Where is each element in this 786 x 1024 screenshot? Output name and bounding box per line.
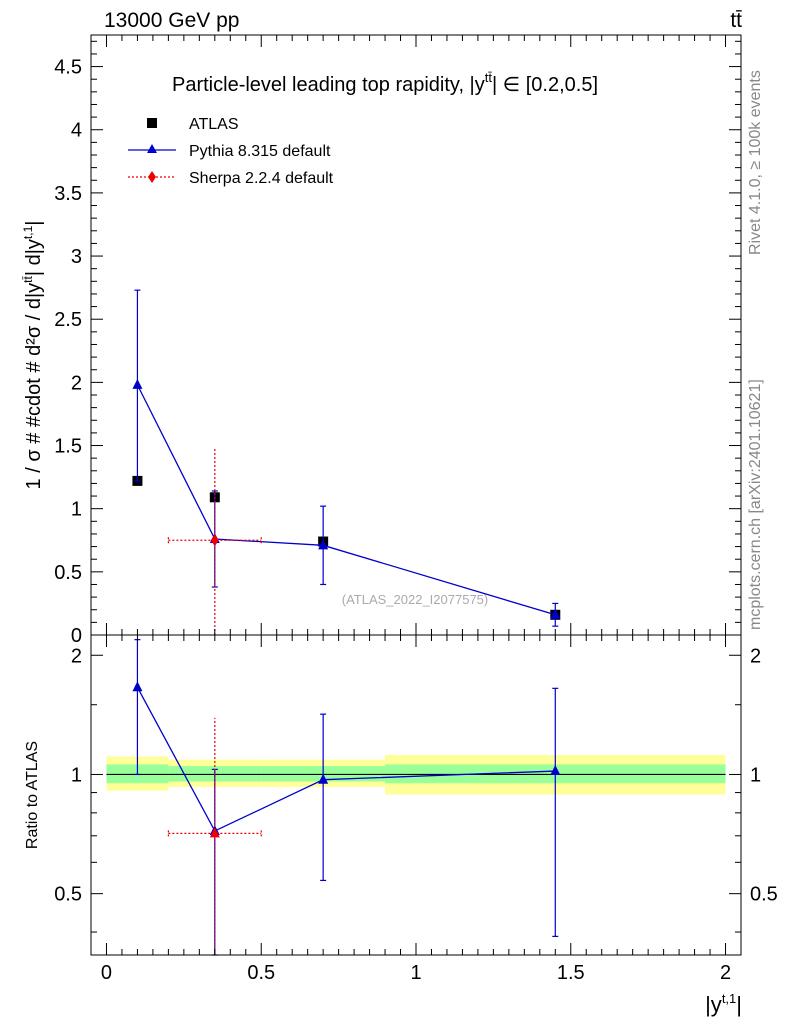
main-series-1-point-2 xyxy=(318,539,329,550)
ratio-frame xyxy=(90,634,742,956)
ratio-xtick-label-2: 1 xyxy=(410,962,421,984)
legend-label-atlas: ATLAS xyxy=(189,116,239,133)
main-series-2-point-0 xyxy=(210,534,219,547)
ratio-ytick-label-2: 2 xyxy=(71,645,82,667)
main-ytick-label-4: 2 xyxy=(71,372,82,394)
legend-marker-pythia xyxy=(147,144,157,153)
ratio-ytick-label-0: 0.5 xyxy=(54,884,82,906)
main-ytick-label-6: 3 xyxy=(71,246,82,268)
ratio-ytick-label-r-0: 0.5 xyxy=(750,884,778,906)
main-panel: 0 0.5 1 1.5 2 2.5 3 3.5 4 4.5 (ATLAS_2022_I207757… xyxy=(21,34,742,647)
main-y-axis-label: 1 / σ # #cdot # d²σ / d|ytt̄| d|yt,1| xyxy=(21,221,45,490)
ratio-y-axis-label: Ratio to ATLAS xyxy=(24,741,41,849)
ratio-xtick-label-3: 1.5 xyxy=(557,962,585,984)
main-series-1-point-3 xyxy=(550,608,561,619)
mcplots-label: mcplots.cern.ch [arXiv:2401.10621] xyxy=(747,379,764,630)
ratio-series-0-line xyxy=(136,686,556,832)
main-series-1-point-0 xyxy=(132,378,143,389)
main-ytick-label-5: 2.5 xyxy=(54,309,82,331)
main-ytick-label-7: 3.5 xyxy=(54,183,82,205)
ratio-panel: 0.5 0.5 1 1 2 2 0 0.5 1 1.5 2 Ratio to ATLAS |yt,… xyxy=(24,634,778,1017)
ratio-xtick-label-1: 0.5 xyxy=(247,962,275,984)
energy-label: 13000 GeV pp xyxy=(104,9,239,32)
chart-title: Particle-level leading top rapidity, |yt… xyxy=(172,70,598,96)
ratio-series-1-point-0 xyxy=(209,827,220,838)
ratio-xtick-label-4: 2 xyxy=(720,962,731,984)
main-ytick-label-2: 1 xyxy=(71,499,82,521)
legend-label-pythia: Pythia 8.315 default xyxy=(189,143,331,160)
legend-marker-sherpa xyxy=(148,171,156,183)
legend: ATLAS Pythia 8.315 default Sherpa 2.2.4 … xyxy=(128,116,334,187)
main-ytick-label-8: 4 xyxy=(71,120,82,142)
rivet-version-label: Rivet 4.1.0, ≥ 100k events xyxy=(747,70,764,255)
ratio-ytick-label-r-2: 2 xyxy=(750,645,761,667)
ratio-xtick-label-0: 0 xyxy=(101,962,112,984)
main-ytick-label-0: 0 xyxy=(71,625,82,647)
ratio-ytick-label-1: 1 xyxy=(71,764,82,786)
analysis-watermark: (ATLAS_2022_I2077575) xyxy=(342,592,488,607)
ratio-series-0-point-2 xyxy=(318,773,329,784)
main-series-1-line xyxy=(136,384,556,616)
ratio-ytick-label-r-1: 1 xyxy=(750,764,761,786)
legend-label-sherpa: Sherpa 2.2.4 default xyxy=(189,170,334,187)
main-ytick-label-3: 1.5 xyxy=(54,436,82,458)
ratio-series-0-point-0 xyxy=(132,681,143,692)
legend-marker-atlas xyxy=(147,118,157,128)
x-axis-label: |yt,1| xyxy=(705,991,742,1017)
main-ytick-label-1: 0.5 xyxy=(54,562,82,584)
main-ytick-label-9: 4.5 xyxy=(54,57,82,79)
process-label: tt̄ xyxy=(730,9,742,32)
ratio-series-0-point-3 xyxy=(550,765,561,776)
